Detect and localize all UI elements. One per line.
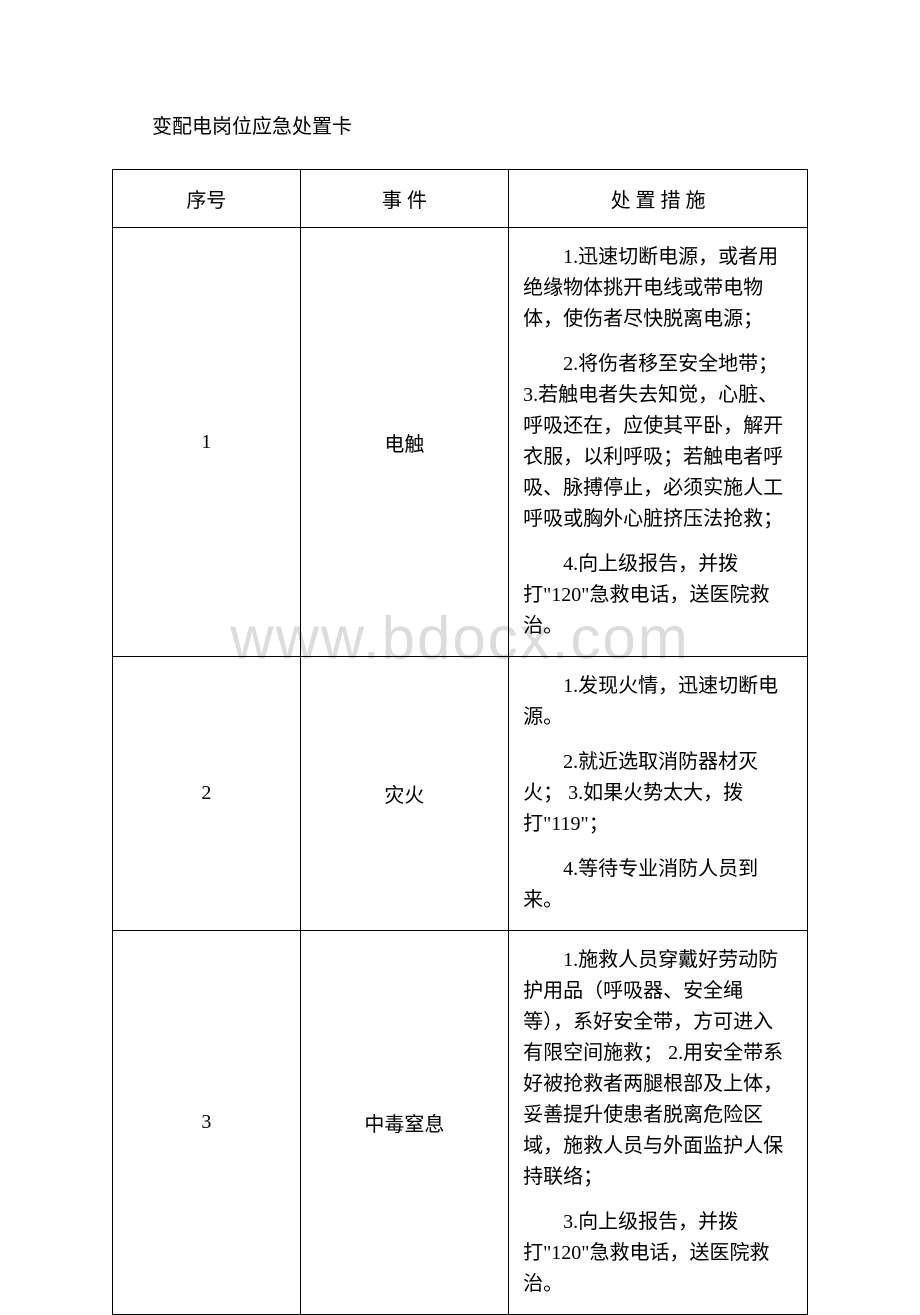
page-title: 变配电岗位应急处置卡 <box>112 110 808 139</box>
cell-seq: 3 <box>113 931 301 1315</box>
cell-event: 灾火 <box>300 657 509 931</box>
cell-event: 中毒窒息 <box>300 931 509 1315</box>
measure-item: 2.就近选取消防器材灭火； 3.如果火势太大，拨打"119"； <box>523 747 793 840</box>
cell-event: 电触 <box>300 228 509 657</box>
table-row: 3 中毒窒息 1.施救人员穿戴好劳动防护用品（呼吸器、安全绳等），系好安全带，方… <box>113 931 808 1315</box>
cell-measure: 1.迅速切断电源，或者用绝缘物体挑开电线或带电物体，使伤者尽快脱离电源； 2.将… <box>509 228 808 657</box>
measure-item: 2.将伤者移至安全地带； 3.若触电者失去知觉，心脏、呼吸还在，应使其平卧，解开… <box>523 349 793 535</box>
measure-item: 4.向上级报告，并拨打"120"急救电话，送医院救治。 <box>523 549 793 642</box>
table-row: 1 电触 1.迅速切断电源，或者用绝缘物体挑开电线或带电物体，使伤者尽快脱离电源… <box>113 228 808 657</box>
header-measure: 处 置 措 施 <box>509 170 808 228</box>
measure-item: 3.向上级报告，并拨打"120"急救电话，送医院救治。 <box>523 1207 793 1300</box>
measure-item: 4.等待专业消防人员到来。 <box>523 854 793 916</box>
measure-item: 1.发现火情，迅速切断电源。 <box>523 671 793 733</box>
header-event: 事 件 <box>300 170 509 228</box>
table-row: 2 灾火 1.发现火情，迅速切断电源。 2.就近选取消防器材灭火； 3.如果火势… <box>113 657 808 931</box>
cell-measure: 1.发现火情，迅速切断电源。 2.就近选取消防器材灭火； 3.如果火势太大，拨打… <box>509 657 808 931</box>
table-header-row: 序号 事 件 处 置 措 施 <box>113 170 808 228</box>
cell-measure: 1.施救人员穿戴好劳动防护用品（呼吸器、安全绳等），系好安全带，方可进入有限空间… <box>509 931 808 1315</box>
measure-item: 1.施救人员穿戴好劳动防护用品（呼吸器、安全绳等），系好安全带，方可进入有限空间… <box>523 945 793 1193</box>
cell-seq: 2 <box>113 657 301 931</box>
cell-seq: 1 <box>113 228 301 657</box>
header-seq: 序号 <box>113 170 301 228</box>
measure-item: 1.迅速切断电源，或者用绝缘物体挑开电线或带电物体，使伤者尽快脱离电源； <box>523 242 793 335</box>
emergency-table: 序号 事 件 处 置 措 施 1 电触 1.迅速切断电源，或者用绝缘物体挑开电线… <box>112 169 808 1315</box>
page-content: 变配电岗位应急处置卡 序号 事 件 处 置 措 施 1 电触 1.迅速切断电源，… <box>112 110 808 1315</box>
